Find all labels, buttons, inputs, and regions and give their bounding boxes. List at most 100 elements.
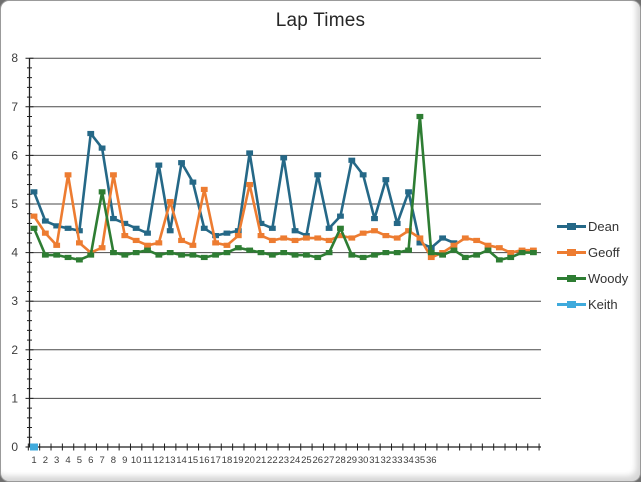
marker-woody[interactable] [155, 252, 163, 258]
marker-geoff[interactable] [166, 198, 174, 205]
marker-dean[interactable] [257, 220, 265, 227]
marker-dean[interactable] [246, 150, 254, 156]
marker-woody[interactable] [359, 254, 367, 261]
marker-woody[interactable] [200, 254, 208, 261]
marker-dean[interactable] [53, 223, 61, 229]
marker-geoff[interactable] [416, 235, 424, 241]
marker-dean[interactable] [314, 172, 322, 178]
marker-geoff[interactable] [121, 232, 129, 239]
marker-geoff[interactable] [507, 250, 515, 256]
marker-woody[interactable] [30, 225, 38, 231]
marker-woody[interactable] [132, 250, 140, 256]
marker-woody[interactable] [518, 250, 526, 256]
marker-geoff[interactable] [405, 228, 412, 234]
marker-dean[interactable] [416, 240, 424, 246]
chart-title[interactable]: Lap Times [275, 10, 366, 31]
marker-dean[interactable] [280, 155, 288, 161]
marker-woody[interactable] [257, 250, 265, 256]
marker-woody[interactable] [484, 247, 492, 253]
marker-geoff[interactable] [41, 230, 49, 236]
legend-item-geoff[interactable]: Geoff [557, 245, 628, 260]
marker-dean[interactable] [155, 162, 163, 168]
marker-woody[interactable] [280, 250, 288, 256]
marker-woody[interactable] [439, 252, 446, 258]
marker-geoff[interactable] [314, 235, 322, 241]
marker-woody[interactable] [87, 252, 95, 258]
marker-dean[interactable] [382, 177, 390, 183]
marker-geoff[interactable] [178, 237, 185, 244]
legend-item-dean[interactable]: Dean [557, 219, 628, 234]
marker-woody[interactable] [371, 252, 378, 258]
marker-dean[interactable] [200, 225, 208, 231]
marker-geoff[interactable] [427, 254, 435, 261]
marker-woody[interactable] [382, 250, 390, 256]
marker-woody[interactable] [189, 252, 197, 258]
marker-dean[interactable] [371, 215, 378, 222]
marker-geoff[interactable] [484, 242, 492, 248]
marker-dean[interactable] [325, 225, 333, 231]
marker-geoff[interactable] [303, 235, 310, 241]
marker-geoff[interactable] [98, 245, 106, 251]
marker-woody[interactable] [291, 252, 299, 258]
marker-geoff[interactable] [132, 237, 140, 244]
marker-geoff[interactable] [393, 235, 401, 241]
marker-woody[interactable] [223, 250, 231, 256]
marker-woody[interactable] [507, 254, 515, 261]
marker-dean[interactable] [41, 218, 49, 224]
marker-geoff[interactable] [291, 237, 299, 244]
marker-geoff[interactable] [450, 242, 458, 248]
marker-dean[interactable] [359, 172, 367, 178]
marker-woody[interactable] [121, 252, 129, 258]
marker-woody[interactable] [268, 252, 276, 258]
marker-woody[interactable] [53, 252, 61, 258]
marker-geoff[interactable] [337, 232, 344, 239]
marker-dean[interactable] [132, 225, 140, 231]
marker-woody[interactable] [530, 250, 537, 256]
marker-woody[interactable] [41, 252, 49, 258]
marker-woody[interactable] [76, 257, 83, 263]
marker-geoff[interactable] [200, 186, 208, 193]
marker-geoff[interactable] [461, 235, 469, 241]
marker-dean[interactable] [189, 179, 197, 185]
marker-dean[interactable] [110, 215, 117, 222]
marker-geoff[interactable] [155, 240, 163, 246]
marker-woody[interactable] [450, 247, 458, 253]
marker-woody[interactable] [337, 225, 344, 231]
marker-geoff[interactable] [359, 230, 367, 236]
marker-geoff[interactable] [246, 181, 254, 188]
marker-dean[interactable] [405, 189, 412, 195]
marker-geoff[interactable] [76, 240, 83, 246]
marker-woody[interactable] [314, 254, 322, 261]
marker-woody[interactable] [246, 247, 254, 253]
marker-woody[interactable] [325, 250, 333, 256]
marker-woody[interactable] [427, 250, 435, 256]
series-line-dean[interactable] [32, 132, 455, 250]
marker-dean[interactable] [337, 213, 344, 219]
marker-keith[interactable] [30, 443, 38, 451]
marker-woody[interactable] [303, 252, 310, 258]
marker-woody[interactable] [166, 250, 174, 256]
marker-geoff[interactable] [189, 242, 197, 248]
marker-woody[interactable] [234, 245, 242, 251]
marker-dean[interactable] [439, 235, 446, 241]
marker-geoff[interactable] [348, 235, 356, 241]
marker-woody[interactable] [348, 252, 356, 258]
marker-dean[interactable] [121, 220, 129, 227]
marker-dean[interactable] [291, 228, 299, 234]
marker-dean[interactable] [87, 130, 95, 137]
marker-geoff[interactable] [223, 242, 231, 248]
marker-geoff[interactable] [234, 232, 242, 239]
marker-woody[interactable] [178, 252, 185, 258]
marker-dean[interactable] [178, 160, 185, 166]
marker-geoff[interactable] [382, 232, 390, 239]
marker-geoff[interactable] [280, 235, 288, 241]
marker-woody[interactable] [212, 252, 219, 258]
marker-woody[interactable] [110, 250, 117, 256]
marker-geoff[interactable] [495, 245, 503, 251]
marker-dean[interactable] [348, 157, 356, 163]
marker-geoff[interactable] [53, 242, 61, 248]
marker-dean[interactable] [30, 189, 38, 195]
marker-dean[interactable] [98, 145, 106, 151]
marker-geoff[interactable] [371, 228, 378, 234]
